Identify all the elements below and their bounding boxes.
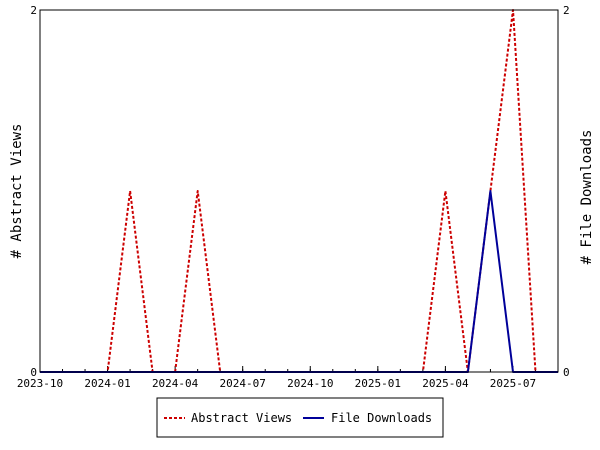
series-lines <box>40 9 558 373</box>
x-tick-label: 2024-01 <box>84 377 130 390</box>
plot-frame <box>39 9 559 373</box>
x-tick-label: 2025-01 <box>355 377 401 390</box>
x-tick-label: 2025-04 <box>422 377 469 390</box>
legend-label-abstract-views: Abstract Views <box>191 411 292 425</box>
x-tick-label: 2023-10 <box>17 377 63 390</box>
y-right-tick-label: 2 <box>563 4 570 17</box>
x-tick-label: 2024-04 <box>152 377 199 390</box>
y-right-tick-label: 0 <box>563 366 570 379</box>
y-left-tick-label: 2 <box>30 4 37 17</box>
series-line-file-downloads <box>40 190 558 373</box>
series-line-abstract-views <box>40 9 537 373</box>
legend-label-file-downloads: File Downloads <box>331 411 432 425</box>
x-tick-label: 2024-07 <box>220 377 266 390</box>
y-left-axis-title: # Abstract Views <box>9 124 25 259</box>
legend-box <box>156 397 444 438</box>
y-right-axis-title: # File Downloads <box>579 130 595 265</box>
y-left-ticks: 02 <box>30 4 46 379</box>
legend: Abstract Views File Downloads <box>156 397 444 438</box>
x-tick-labels: 2023-10 2024-01 2024-04 2024-07 2024-10 2025-… <box>17 377 536 390</box>
x-tick-label: 2024-10 <box>287 377 333 390</box>
y-right-ticks: 02 <box>552 4 570 379</box>
y-left-tick-label: 0 <box>30 366 37 379</box>
x-tick-label: 2025-07 <box>490 377 536 390</box>
